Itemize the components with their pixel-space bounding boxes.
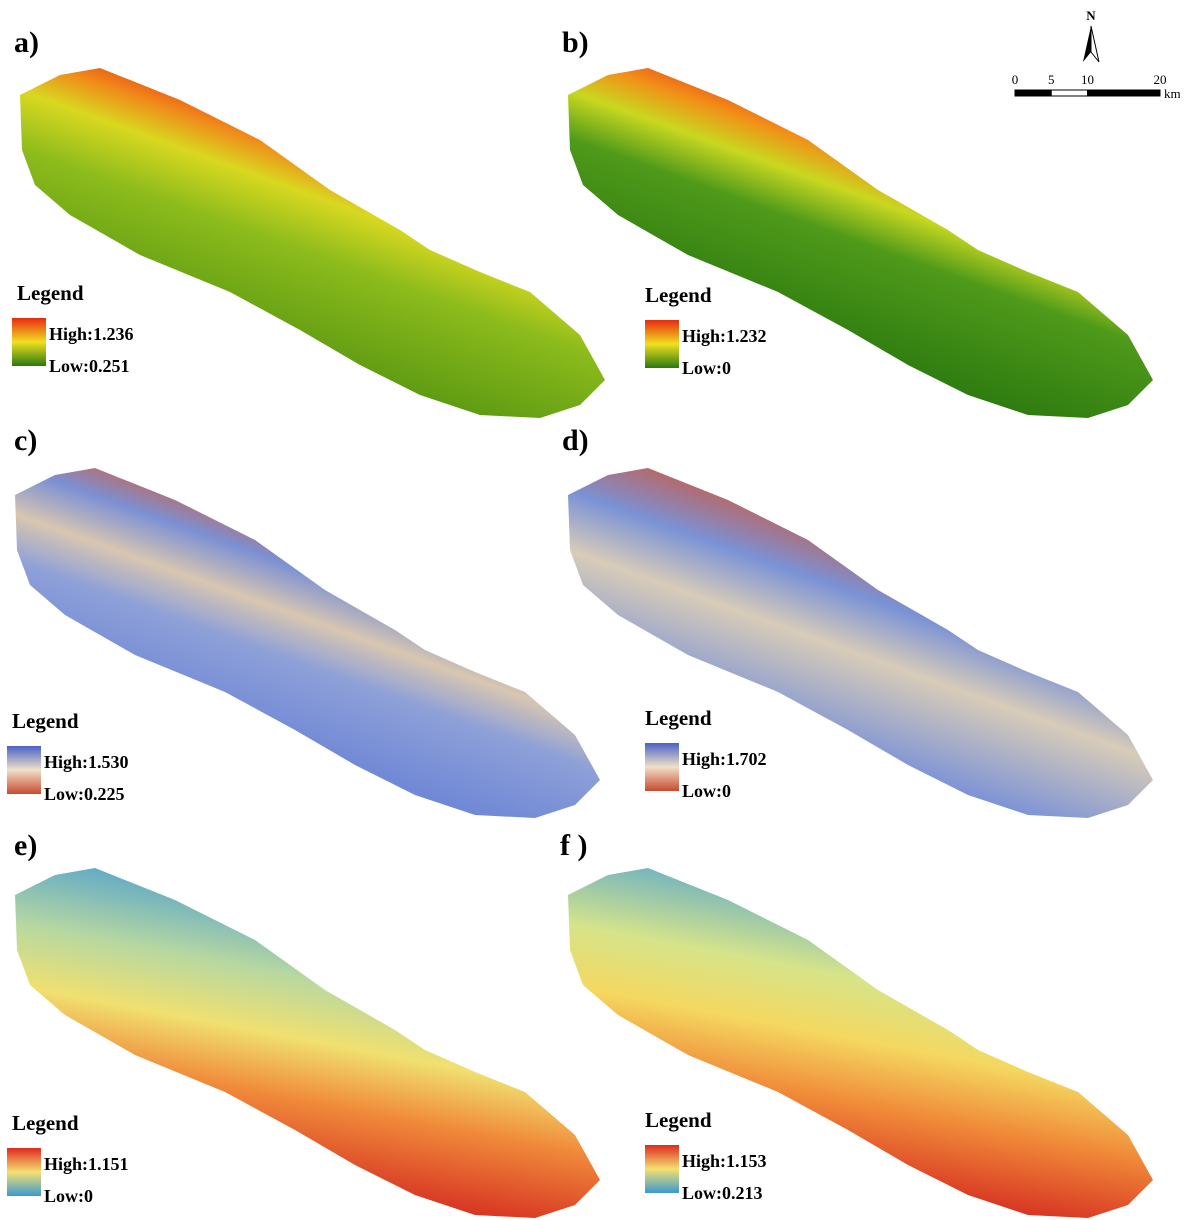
panel-label: b) [562, 26, 589, 59]
map-panel: e) Legend High:1.151 Low:0 [7, 829, 600, 1218]
panel-label: d) [562, 424, 589, 457]
legend-low: Low:0 [682, 358, 731, 378]
legend-swatch [645, 743, 679, 791]
page: N 0 5 10 20km a) Legend High:1.236 Low:0.251 b)… [0, 0, 1189, 1220]
map-panel: b) Legend High:1.232 Low:0 [562, 26, 1153, 418]
legend-low: Low:0 [682, 781, 731, 801]
scale-tick-label: 10 [1081, 72, 1094, 87]
legend-swatch [12, 318, 46, 366]
legend-title: Legend [645, 706, 712, 730]
arrow-left [1083, 26, 1091, 62]
panel-label: c) [14, 424, 37, 457]
scale-tick-label: 5 [1048, 72, 1055, 87]
legend-high: High:1.530 [44, 752, 129, 772]
legend-title: Legend [12, 1111, 79, 1135]
legend-low: Low:0 [44, 1186, 93, 1206]
legend-low: Low:0.225 [44, 784, 125, 804]
map-panel: f ) Legend High:1.153 Low:0.213 [560, 829, 1153, 1218]
scale-unit: km [1164, 86, 1181, 101]
legend-swatch [645, 1145, 679, 1193]
legend-high: High:1.153 [682, 1151, 767, 1171]
legend-swatch [7, 1148, 41, 1196]
north-label: N [1086, 8, 1096, 23]
legend-title: Legend [645, 283, 712, 307]
legend-high: High:1.151 [44, 1154, 129, 1174]
arrow-right [1091, 26, 1099, 62]
map-panel: d) Legend High:1.702 Low:0 [562, 424, 1153, 818]
legend-low: Low:0.213 [682, 1183, 763, 1203]
figure: N 0 5 10 20km a) Legend High:1.236 Low:0.251 b)… [0, 0, 1189, 1220]
scale-tick-label: 20 [1154, 72, 1167, 87]
panel-label: f ) [560, 829, 587, 862]
legend-high: High:1.232 [682, 326, 767, 346]
scale-segment [1051, 90, 1087, 96]
panel-label: a) [14, 26, 39, 59]
legend-low: Low:0.251 [49, 356, 130, 376]
scale-segment [1015, 90, 1051, 96]
legend-swatch [645, 320, 679, 368]
panel-label: e) [14, 829, 37, 862]
scale-segment [1088, 90, 1161, 96]
legend-swatch [7, 746, 41, 794]
map-panel: c) Legend High:1.530 Low:0.225 [7, 424, 600, 818]
scale-tick-label: 0 [1012, 72, 1019, 87]
legend-title: Legend [17, 281, 84, 305]
legend-high: High:1.702 [682, 749, 767, 769]
legend-title: Legend [645, 1108, 712, 1132]
legend-high: High:1.236 [49, 324, 134, 344]
map-panel: a) Legend High:1.236 Low:0.251 [12, 26, 605, 418]
north-arrow: N [1083, 8, 1099, 62]
legend-title: Legend [12, 709, 79, 733]
